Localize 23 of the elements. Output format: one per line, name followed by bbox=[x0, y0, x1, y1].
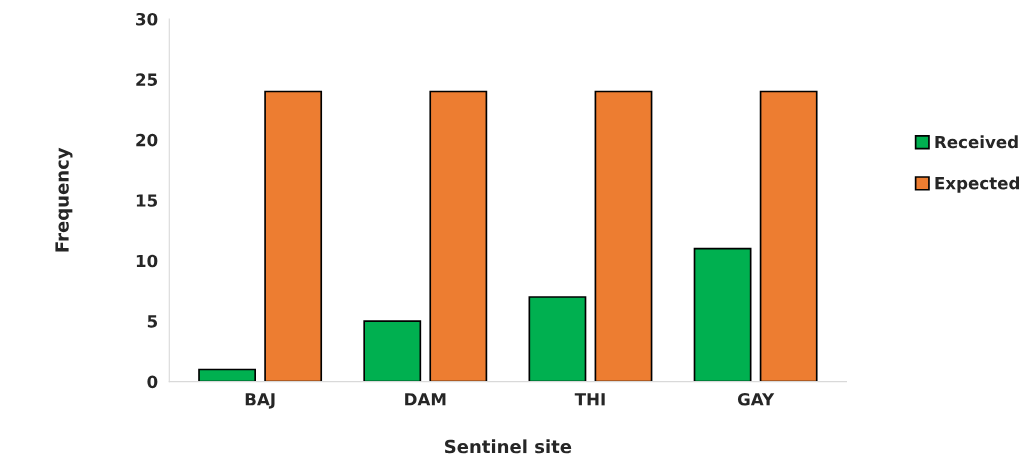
x-tick-label: GAY bbox=[737, 392, 775, 406]
x-tick-label: BAJ bbox=[245, 393, 275, 409]
y-tick-label: 20 bbox=[136, 133, 158, 147]
y-tick-label: 15 bbox=[136, 194, 158, 207]
bar bbox=[198, 368, 257, 382]
legend-label: Received bbox=[935, 135, 1018, 149]
bar bbox=[759, 90, 818, 382]
x-axis-title: Sentinel site bbox=[445, 439, 572, 454]
bar bbox=[429, 90, 488, 382]
bar bbox=[264, 90, 323, 382]
y-tick-label: 25 bbox=[136, 73, 158, 86]
y-tick-label: 5 bbox=[147, 315, 158, 328]
bar bbox=[693, 247, 752, 382]
y-tick-label: 30 bbox=[136, 12, 158, 26]
bar bbox=[528, 296, 587, 382]
y-tick-label: 0 bbox=[147, 375, 158, 389]
bar bbox=[363, 320, 422, 382]
y-axis-title: Frequency bbox=[55, 147, 73, 252]
legend-label: Expected bbox=[935, 176, 1020, 193]
x-tick-label: DAM bbox=[405, 393, 446, 406]
bar bbox=[594, 90, 653, 382]
y-tick-label: 10 bbox=[136, 254, 158, 268]
x-tick-label: THI bbox=[574, 393, 605, 406]
